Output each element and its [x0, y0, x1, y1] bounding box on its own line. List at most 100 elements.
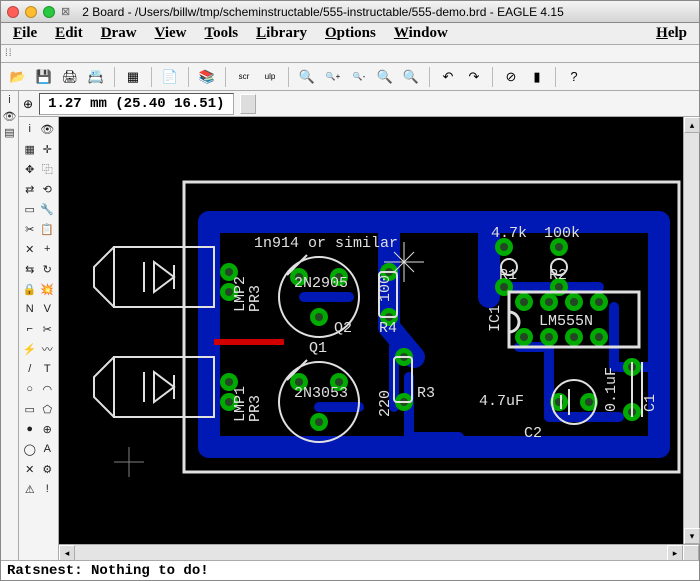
cam-icon[interactable]: 📇 [85, 66, 107, 88]
tool-add[interactable]: + [39, 239, 57, 259]
svg-text:1n914 or similar: 1n914 or similar [254, 235, 398, 252]
save-icon[interactable]: 💾 [33, 66, 55, 88]
horizontal-scrollbar[interactable]: ◂ ▸ [59, 544, 699, 560]
library-icon[interactable]: 📚 [196, 66, 218, 88]
svg-text:PR3: PR3 [247, 395, 264, 422]
zoom-in-icon[interactable]: 🔍+ [322, 66, 344, 88]
svg-text:220: 220 [377, 390, 394, 417]
menu-draw[interactable]: Draw [101, 25, 137, 42]
tool-ratsnest[interactable]: ✕ [21, 459, 39, 479]
svg-text:4.7uF: 4.7uF [479, 393, 524, 410]
tool-via[interactable]: ● [21, 419, 39, 439]
tool-change[interactable]: 🔧 [39, 199, 57, 219]
coord-readout: 1.27 mm (25.40 16.51) [39, 93, 233, 115]
tool-pinswap[interactable]: ⇆ [21, 259, 39, 279]
svg-text:Q1: Q1 [309, 340, 327, 357]
info-icon[interactable]: i [3, 93, 17, 107]
titlebar: ⊠ 2 Board - /Users/billw/tmp/scheminstru… [1, 1, 699, 23]
help-icon[interactable]: ? [563, 66, 585, 88]
left-action-col: i 👁 ▤ [1, 91, 19, 560]
grid-dots-icon[interactable]: ⁞⁞ [5, 48, 13, 59]
tool-rotate[interactable]: ⟲ [39, 179, 57, 199]
tool-errors[interactable]: ! [39, 479, 57, 499]
tool-arc[interactable]: ◠ [39, 379, 57, 399]
coord-dropdown[interactable] [240, 94, 256, 114]
param-bar: ⁞⁞ [1, 45, 699, 63]
pin-icon: ⊠ [61, 5, 70, 18]
tool-signal[interactable]: ⊕ [39, 419, 57, 439]
zoom-redraw-icon[interactable]: 🔍 [374, 66, 396, 88]
tool-name[interactable]: N [21, 299, 39, 319]
tool-attribute[interactable]: A [39, 439, 57, 459]
zoom-out-icon[interactable]: 🔍- [348, 66, 370, 88]
print-icon[interactable]: 🖨 [59, 66, 81, 88]
layers-icon[interactable]: ▤ [3, 125, 17, 139]
sheet-icon[interactable]: 📄 [159, 66, 181, 88]
zoom-fit-icon[interactable]: 🔍 [296, 66, 318, 88]
open-icon[interactable]: 📂 [7, 66, 29, 88]
stop-icon[interactable]: ⊘ [500, 66, 522, 88]
menu-window[interactable]: Window [394, 25, 448, 42]
svg-text:R3: R3 [417, 385, 435, 402]
svg-text:R4: R4 [379, 320, 397, 337]
pcb-canvas[interactable]: 1n914 or similar2N2905Q2Q12N3053LMP2PR3L… [59, 117, 683, 544]
tool-rect[interactable]: ▭ [21, 399, 39, 419]
vertical-scrollbar[interactable]: ▴ ▾ [683, 117, 699, 544]
tool-circle[interactable]: ○ [21, 379, 39, 399]
tool-replace[interactable]: ↻ [39, 259, 57, 279]
tool-meander[interactable]: 〰 [39, 339, 57, 359]
status-text: Ratsnest: Nothing to do! [7, 563, 209, 579]
ulp-icon[interactable]: ulp [259, 66, 281, 88]
tool-layer[interactable]: ▦ [21, 139, 39, 159]
tool-text[interactable]: T [39, 359, 57, 379]
tool-cut[interactable]: ✂ [21, 219, 39, 239]
redo-icon[interactable]: ↷ [463, 66, 485, 88]
svg-text:Q2: Q2 [334, 320, 352, 337]
svg-text:PR3: PR3 [247, 285, 264, 312]
svg-text:0.1uF: 0.1uF [603, 367, 620, 412]
script-icon[interactable]: scr [233, 66, 255, 88]
tool-lock[interactable]: 🔒 [21, 279, 39, 299]
tool-hole[interactable]: ◯ [21, 439, 39, 459]
svg-text:R2: R2 [549, 267, 567, 284]
menu-tools[interactable]: Tools [205, 25, 239, 42]
minimize-icon[interactable] [25, 6, 37, 18]
menu-help[interactable]: Help [656, 25, 687, 42]
tool-value[interactable]: V [39, 299, 57, 319]
menu-edit[interactable]: Edit [55, 25, 83, 42]
svg-text:LM555N: LM555N [539, 313, 593, 330]
svg-text:IC1: IC1 [487, 305, 504, 332]
menu-library[interactable]: Library [256, 25, 307, 42]
menu-options[interactable]: Options [325, 25, 376, 42]
tool-erc[interactable]: ⚠ [21, 479, 39, 499]
tool-mark[interactable]: ✛ [39, 139, 57, 159]
menu-file[interactable]: File [13, 25, 37, 42]
tool-polygon[interactable]: ⬠ [39, 399, 57, 419]
tool-smash[interactable]: 💥 [39, 279, 57, 299]
svg-text:C2: C2 [524, 425, 542, 442]
tool-split[interactable]: ✂ [39, 319, 57, 339]
svg-text:100k: 100k [544, 225, 580, 242]
svg-text:4.7k: 4.7k [491, 225, 527, 242]
tool-move[interactable]: ✥ [21, 159, 39, 179]
go-icon[interactable]: ▮ [526, 66, 548, 88]
eye-icon[interactable]: 👁 [3, 109, 17, 123]
tool-auto[interactable]: ⚙ [39, 459, 57, 479]
undo-icon[interactable]: ↶ [437, 66, 459, 88]
tool-delete[interactable]: ✕ [21, 239, 39, 259]
tool-copy[interactable]: ⿻ [39, 159, 57, 179]
tool-group[interactable]: ▭ [21, 199, 39, 219]
menu-view[interactable]: View [155, 25, 187, 42]
origin-icon[interactable]: ⊕ [23, 97, 33, 111]
zoom-select-icon[interactable]: 🔍 [400, 66, 422, 88]
tool-show[interactable]: 👁 [39, 119, 57, 139]
tool-paste[interactable]: 📋 [39, 219, 57, 239]
close-icon[interactable] [7, 6, 19, 18]
tool-wire[interactable]: / [21, 359, 39, 379]
tool-miter[interactable]: ⌐ [21, 319, 39, 339]
tool-info[interactable]: i [21, 119, 39, 139]
zoom-window-icon[interactable] [43, 6, 55, 18]
tool-mirror[interactable]: ⇄ [21, 179, 39, 199]
tool-optimize[interactable]: ⚡ [21, 339, 39, 359]
board-icon[interactable]: ▦ [122, 66, 144, 88]
